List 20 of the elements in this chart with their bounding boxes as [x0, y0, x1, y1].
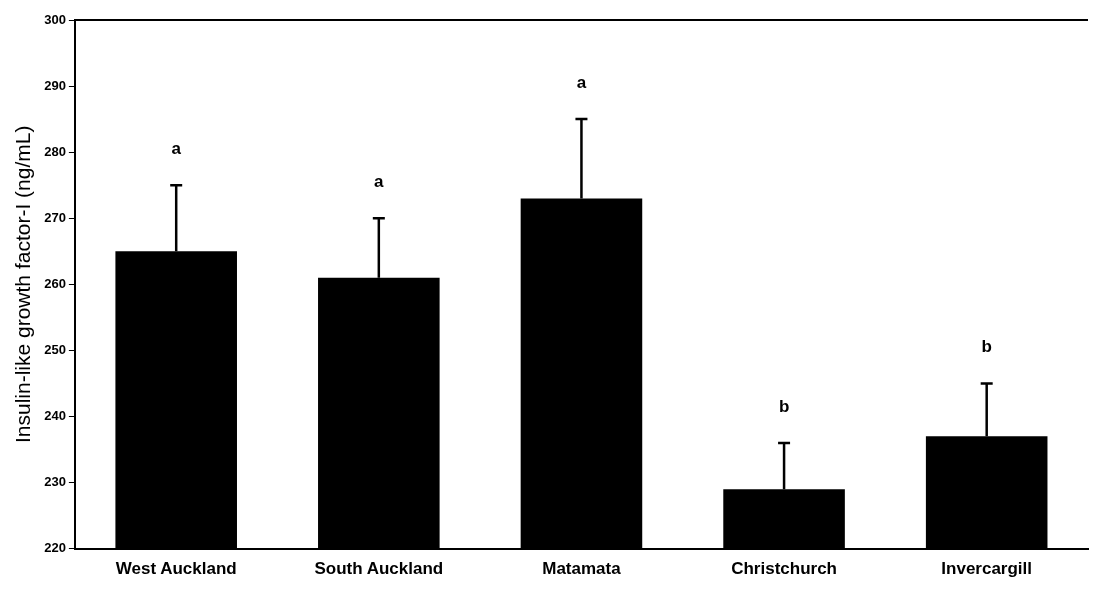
x-tick-label: South Auckland: [314, 559, 444, 579]
x-tick-label: Matamata: [542, 559, 622, 579]
annotation: b: [981, 337, 992, 357]
x-tick-label: Christchurch: [731, 559, 837, 579]
y-tick-label: 260: [44, 275, 66, 291]
annotation: a: [576, 72, 587, 92]
y-tick-label: 220: [44, 540, 66, 556]
annotation: a: [171, 138, 182, 158]
x-tick-label: West Auckland: [115, 559, 237, 579]
annotation: b: [778, 396, 790, 416]
y-tick-label: 300: [44, 11, 66, 27]
y-tick-label: 240: [44, 408, 66, 424]
annotation: a: [374, 171, 385, 191]
y-tick-label: 250: [44, 341, 66, 357]
y-tick-label: 290: [44, 77, 66, 93]
y-tick-label: 280: [44, 143, 66, 159]
y-tick-label: 270: [44, 209, 66, 225]
y-tick-label: 230: [44, 474, 66, 490]
y-axis-title: Insulin-like growth factor-I (ng/mL): [11, 125, 35, 444]
x-tick-label: Invercargill: [941, 559, 1033, 579]
